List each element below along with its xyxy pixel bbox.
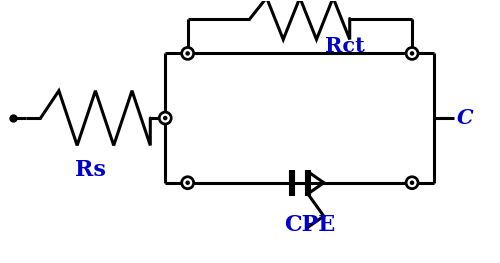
Circle shape [163,116,168,120]
Circle shape [186,51,190,56]
Text: CPE: CPE [284,214,336,236]
Circle shape [182,47,194,59]
Circle shape [410,180,414,185]
Text: C: C [457,108,473,128]
Circle shape [406,177,418,189]
Circle shape [186,180,190,185]
Text: Rct: Rct [325,36,364,56]
Circle shape [160,112,171,124]
Circle shape [406,47,418,59]
Circle shape [182,177,194,189]
Text: Rs: Rs [75,159,106,181]
Circle shape [410,51,414,56]
